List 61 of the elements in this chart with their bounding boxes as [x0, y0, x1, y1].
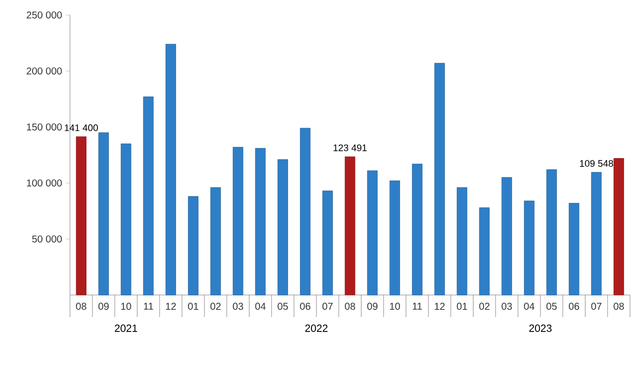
x-tick-label: 07 — [322, 302, 333, 310]
x-tick-label: 05 — [546, 302, 557, 310]
y-tick-label: 200 000 — [26, 67, 62, 75]
bar — [76, 136, 86, 296]
bar — [232, 146, 244, 296]
x-tick-label: 09 — [367, 302, 378, 310]
x-tick-label: 10 — [390, 302, 400, 310]
x-tick-label: 05 — [278, 302, 288, 310]
bar — [434, 62, 445, 296]
bar — [614, 158, 624, 296]
x-tick-label: 08 — [76, 302, 86, 310]
x-tick-label: 06 — [300, 302, 310, 310]
x-tick-label: 08 — [614, 302, 624, 310]
x-tick-label: 04 — [255, 302, 266, 310]
x-tick-label: 08 — [344, 302, 356, 310]
bar — [98, 132, 109, 296]
x-tick-label: 03 — [502, 302, 512, 310]
x-tick-label: 01 — [456, 302, 468, 310]
bar — [568, 202, 580, 296]
x-tick-label: 01 — [188, 302, 198, 310]
text: 2022 — [305, 324, 328, 332]
y-tick-label: 100 000 — [26, 179, 62, 187]
data-label: 141 400 — [64, 124, 98, 132]
text: 2021 — [114, 324, 138, 332]
data-label: 109 548 — [580, 160, 614, 167]
bar — [255, 148, 266, 296]
bar — [143, 96, 154, 296]
bar — [300, 128, 310, 296]
data-label: 123 491 — [334, 144, 367, 152]
x-tick-label: 11 — [412, 302, 422, 310]
bar — [210, 187, 221, 296]
x-tick-label: 02 — [210, 302, 221, 310]
bar — [322, 190, 333, 296]
bar — [390, 180, 400, 296]
x-tick-label: 09 — [98, 302, 109, 310]
x-tick-label: 10 — [121, 302, 132, 310]
bar — [344, 156, 356, 296]
bar — [278, 159, 288, 296]
bar — [502, 177, 512, 296]
y-tick-label: 150 000 — [26, 123, 62, 131]
text: 2023 — [529, 324, 552, 332]
x-tick-label: 06 — [568, 302, 580, 310]
bar — [546, 169, 557, 296]
y-tick-label: 50 000 — [32, 235, 62, 243]
bar — [456, 187, 468, 296]
bar — [188, 196, 198, 296]
y-tick-label: 250 000 — [26, 11, 62, 19]
x-tick-label: 12 — [434, 302, 445, 310]
x-tick-label: 02 — [479, 302, 490, 310]
x-tick-label: 12 — [166, 302, 176, 310]
bar — [524, 200, 534, 296]
bar — [120, 144, 132, 296]
bar — [412, 164, 422, 296]
x-tick-label: 04 — [524, 302, 534, 310]
x-tick-label: 03 — [232, 302, 244, 310]
bar — [166, 44, 176, 296]
bar — [591, 172, 602, 296]
bar — [367, 170, 378, 296]
bar — [479, 207, 490, 296]
x-tick-label: 11 — [144, 302, 154, 310]
x-tick-label: 07 — [591, 302, 602, 310]
